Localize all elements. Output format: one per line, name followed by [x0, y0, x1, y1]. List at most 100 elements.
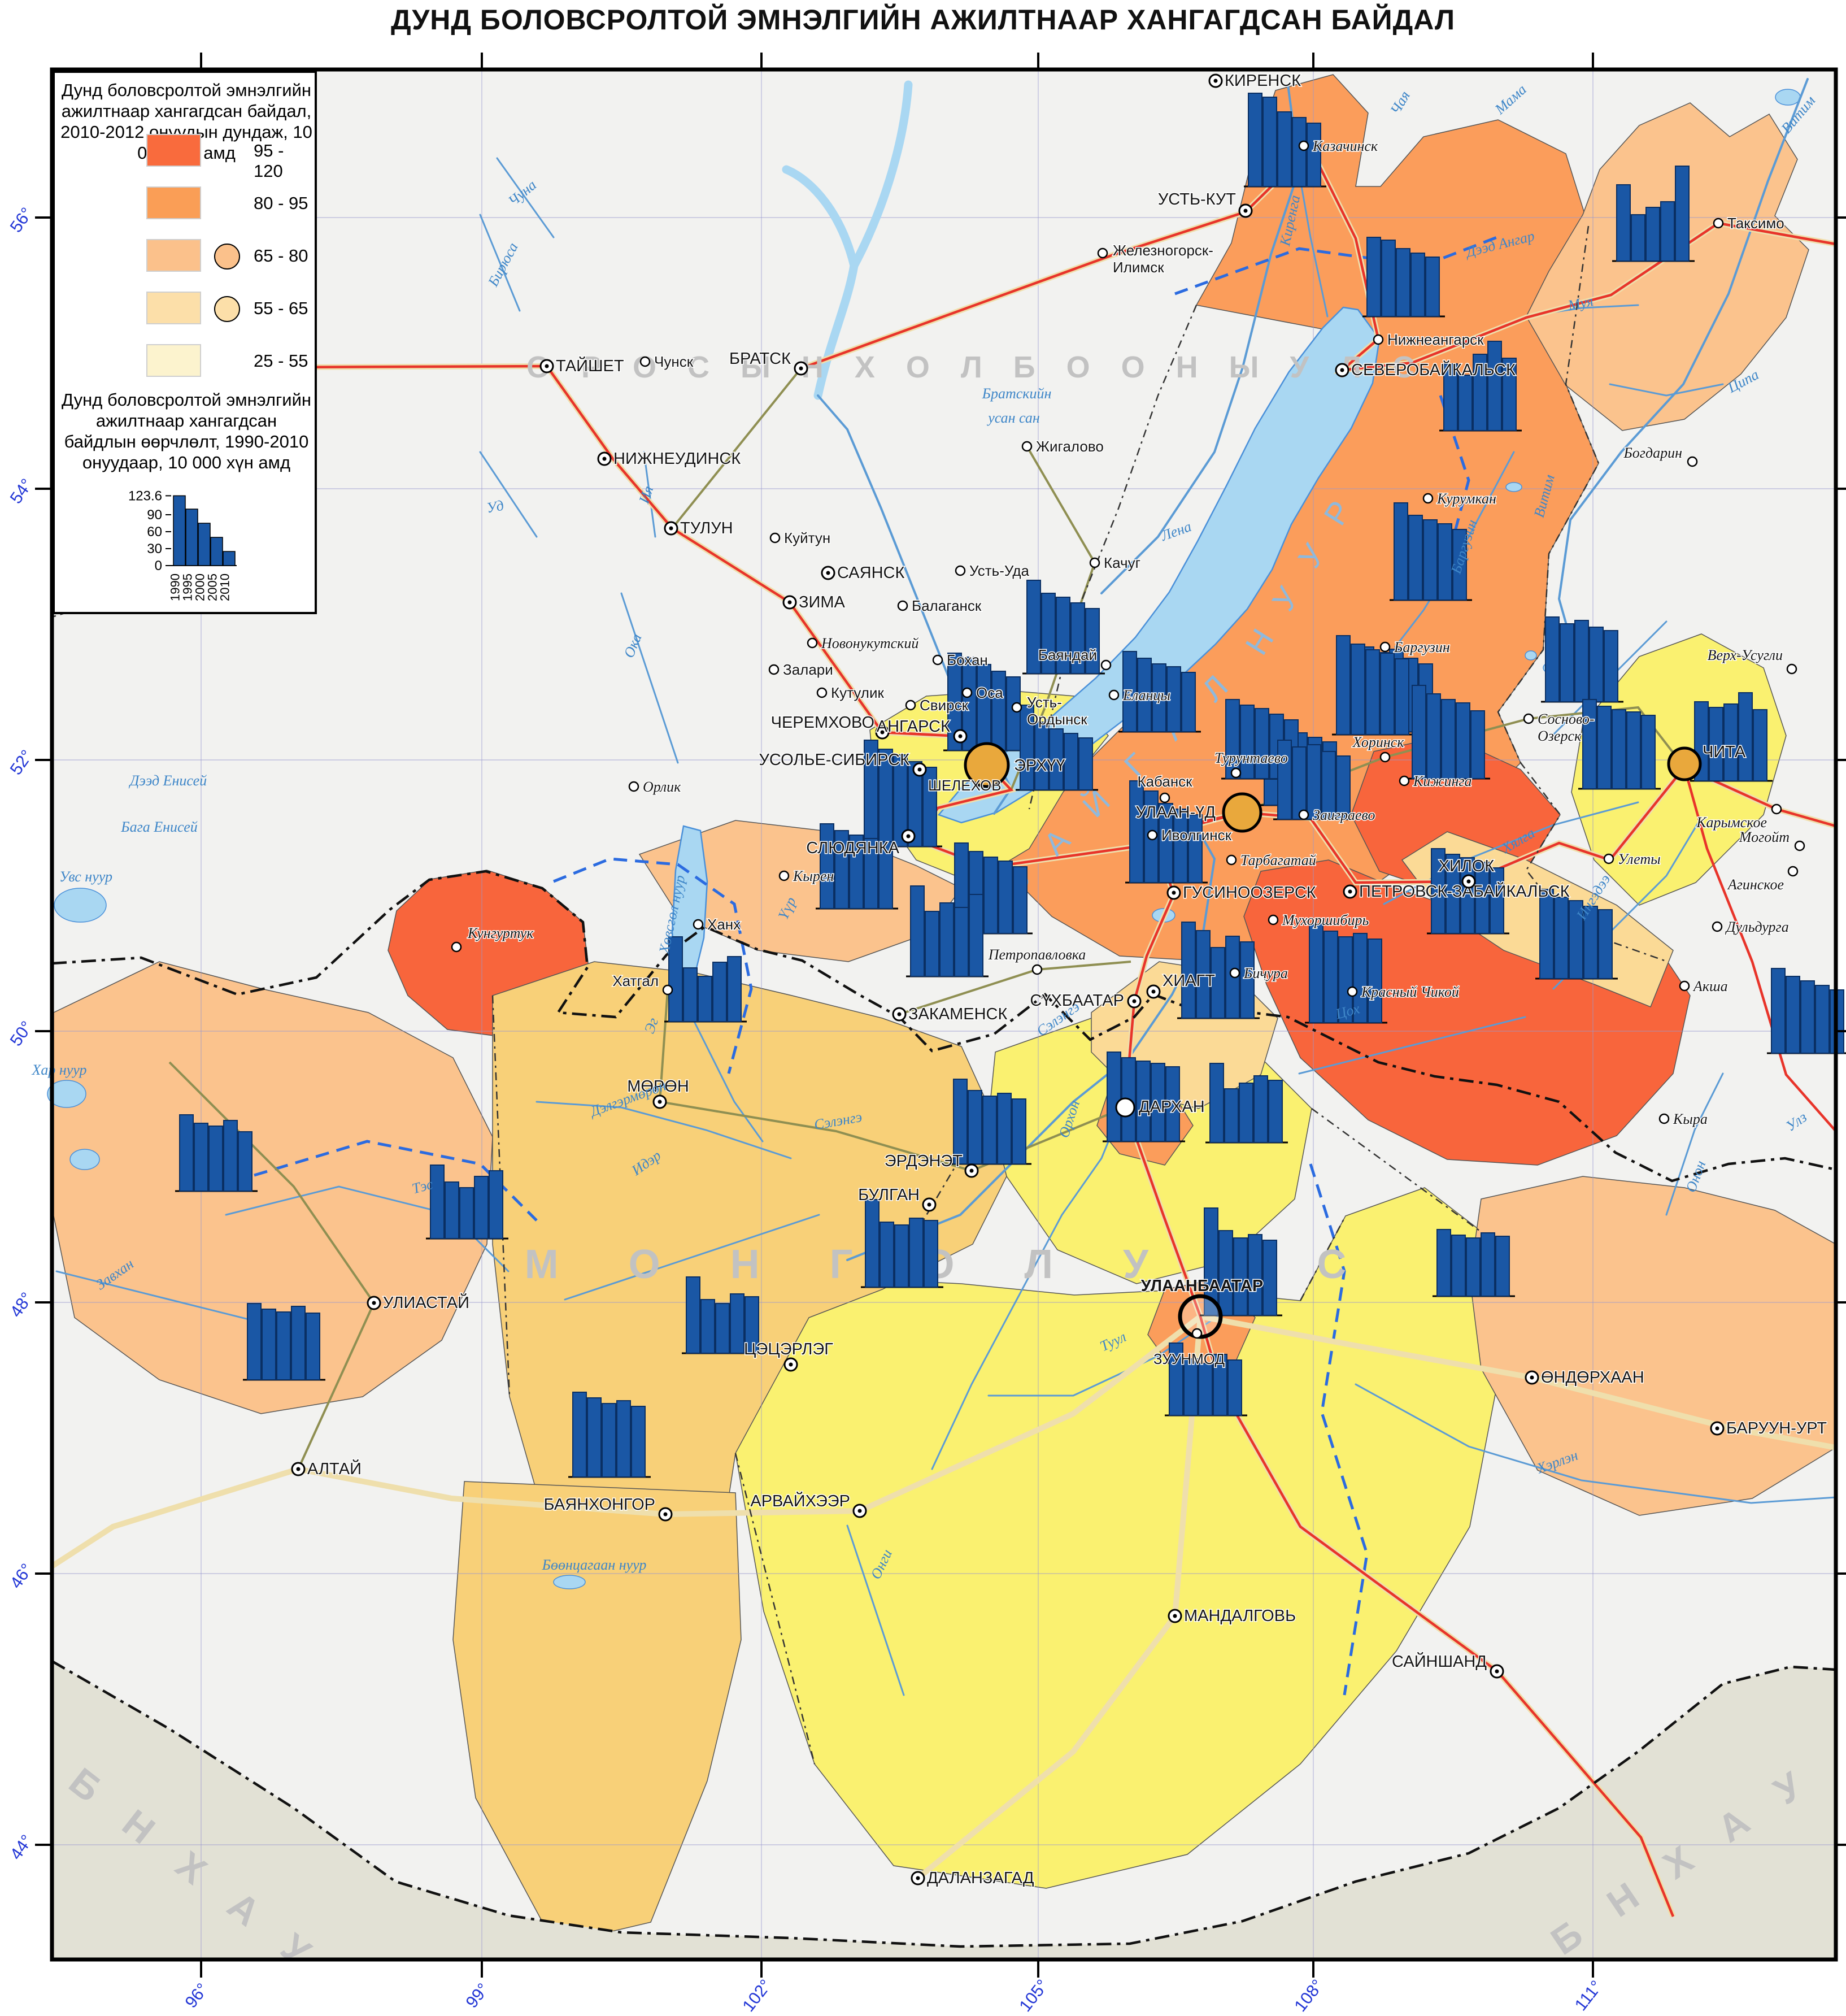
district-bar-chart — [1022, 580, 1105, 675]
city-БУЛГАН: БУЛГАН — [857, 1185, 937, 1212]
city-Кыра: Кыра — [1658, 1110, 1708, 1128]
town-marker — [816, 687, 828, 698]
bar-1990-2010-2 — [1049, 728, 1064, 790]
town-marker — [897, 600, 908, 611]
town-marker — [1347, 986, 1358, 997]
town-marker — [932, 654, 943, 666]
city-Акша: Акша — [1679, 977, 1729, 996]
river-line — [1355, 1383, 1837, 1504]
city-label: Новонукутский — [821, 635, 918, 651]
bar-1990-2010-3 — [1583, 906, 1598, 979]
legend-class-row: 25 - 55 — [55, 344, 315, 378]
bar-1990-2010-3 — [954, 907, 969, 977]
river-label: Бөөнцагаан нуур — [542, 1557, 647, 1573]
city-САЙНШАНД: САЙНШАНД — [1391, 1651, 1504, 1679]
bar-1990-2010-4 — [1188, 814, 1203, 883]
district-bar-chart — [1578, 699, 1661, 790]
city-СҮХБААТАР: СҮХБААТАР — [1029, 991, 1142, 1011]
city-label: Турунтаево — [1214, 750, 1288, 766]
mini-chart-ytick-label: 123.6 — [128, 488, 162, 503]
lake-khar-us — [69, 1149, 100, 1170]
bar-1990-2010-3 — [909, 1218, 924, 1288]
city-label: ЗИМА — [799, 593, 846, 611]
lake-baunt — [1505, 482, 1522, 492]
city-МАНДАЛГОВЬ: МАНДАЛГОВЬ — [1168, 1606, 1297, 1626]
legend-class-label: 55 - 65 — [254, 298, 308, 318]
bar-1990-2010-3 — [474, 1176, 489, 1239]
lat-label: 52° — [7, 747, 37, 779]
bratsk-reservoir — [850, 80, 913, 270]
city-Улеты: Улеты — [1603, 850, 1661, 868]
district-bar-chart — [175, 1114, 258, 1192]
city-marker-dot — [787, 600, 792, 605]
bar-1990-2010-4 — [1013, 866, 1028, 934]
city-Казачинск: Казачинск — [1298, 137, 1379, 155]
city-label: АРВАЙХЭЭР — [750, 1491, 850, 1510]
city-label: Орлик — [643, 779, 681, 795]
city-label: Казачинск — [1312, 138, 1378, 154]
lon-label: 96° — [182, 1980, 212, 2011]
bar-1990-2010-3 — [1253, 1075, 1268, 1143]
district-bar-chart — [1767, 968, 1846, 1054]
bar-1990-2010-0 — [1394, 502, 1408, 601]
bar-1990-2010-3 — [712, 962, 727, 1022]
city-ЗУУНМОД: ЗУУНМОД — [1152, 1328, 1226, 1368]
bar-1990-2010-2 — [459, 1187, 474, 1239]
town-marker — [905, 699, 916, 711]
bar-1990-2010-1 — [1451, 1235, 1466, 1297]
district-bar-chart — [1535, 889, 1618, 980]
city-label: Мухоршибирь — [1282, 912, 1369, 928]
city-label: УЛААНБААТАР — [1141, 1277, 1263, 1295]
bar-1990-2010-0 — [1694, 701, 1709, 781]
city-Кутулик: Кутулик — [816, 684, 885, 702]
bar-1990-2010-0 — [1020, 705, 1034, 790]
city-Кабанск: Кабанск — [1137, 772, 1194, 803]
lake-uvs-nuur — [54, 888, 107, 923]
city-Хатгал: Хатгал — [612, 972, 673, 996]
lat-label: 50° — [7, 1018, 37, 1050]
country-border — [51, 870, 1836, 1183]
city-label: Кабанск — [1137, 773, 1192, 790]
city-Карымское: Карымское — [1695, 803, 1782, 832]
legend-class-label: 65 - 80 — [254, 246, 308, 266]
district-bar-chart — [1016, 705, 1098, 791]
bar-1990-2010-1 — [1351, 644, 1365, 735]
bar-1990-2010-4 — [1262, 1240, 1277, 1316]
city-marker-dot — [1495, 1669, 1499, 1674]
town-marker — [955, 565, 966, 576]
legend-class-row: 80 - 95 — [55, 186, 315, 220]
bar-1990-2010-4 — [1085, 608, 1100, 674]
city-Дульдурга: Дульдурга — [1712, 918, 1790, 936]
city-label: Дульдурга — [1725, 919, 1789, 935]
legend-box: Дунд боловсролтой эмнэлгийн ажилтнаар ха… — [53, 71, 317, 614]
major-city-marker — [1667, 746, 1702, 781]
bar-1990-2010-0 — [865, 1199, 880, 1288]
bar-1990-2010-4 — [1452, 529, 1467, 601]
basin-boundary — [553, 857, 753, 1074]
town-marker — [628, 781, 639, 792]
bar-1990-2010-2 — [1159, 803, 1173, 883]
city-label: Усть-Ордынск — [1027, 694, 1087, 728]
region-border — [1028, 305, 1198, 810]
city-label: МАНДАЛГОВЬ — [1184, 1607, 1296, 1625]
bar-1990-2010-1 — [1323, 931, 1338, 1023]
town-marker — [1786, 663, 1797, 675]
bar-1990-2010-3 — [1475, 862, 1490, 934]
city-label: БАЯНХОНГОР — [544, 1496, 655, 1514]
city-Нижнеангарск: Нижнеангарск — [1373, 331, 1485, 349]
bar-1990-2010-3 — [730, 1293, 745, 1354]
bar-1990-2010-1 — [878, 749, 893, 847]
city-Кырен: Кырен — [778, 867, 835, 885]
city-УЛААНБААТАР: УЛААНБААТАР — [1140, 1276, 1264, 1339]
district-bar-chart — [1332, 635, 1414, 736]
bar-1990-2010-1 — [1446, 854, 1460, 934]
district-bar-chart — [1125, 780, 1208, 884]
bar-1990-2010-2 — [1365, 649, 1380, 735]
bar-1990-2010-0 — [910, 885, 925, 977]
bar-1990-2010-2 — [1466, 1237, 1481, 1297]
town-marker — [1787, 866, 1799, 877]
town-marker — [1021, 441, 1033, 452]
bar-1990-2010-3 — [1487, 341, 1502, 431]
legend-swatch — [146, 239, 201, 272]
bar-1990-2010-3 — [991, 671, 1006, 751]
